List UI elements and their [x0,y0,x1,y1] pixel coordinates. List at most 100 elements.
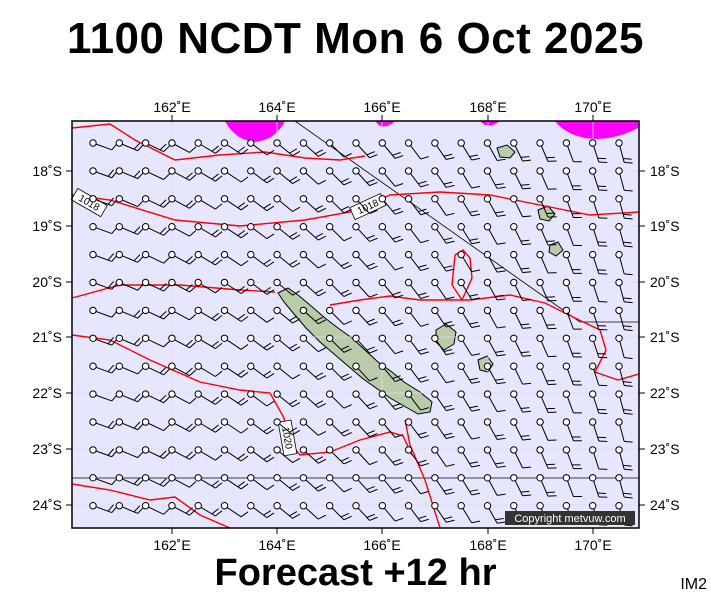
wind-barb [457,250,481,273]
wind-barb [115,306,144,319]
rain-patch [225,121,285,142]
wind-barb [615,334,633,359]
wind-barb [457,502,481,524]
wind-barb [89,474,118,486]
map-title: 1100 NCDT Mon 6 Oct 2025 [67,14,644,63]
wind-barb [115,390,144,403]
wind-barb [615,167,633,192]
wind-barb [457,223,481,245]
wind-barb [89,418,118,430]
wind-barb [194,334,223,350]
wind-barb [168,278,197,293]
lon-label: 166˚E [363,537,400,553]
wind-barb [220,250,249,267]
wind-barb [299,139,327,157]
lat-label: 19˚S [650,218,680,234]
wind-barb [115,139,144,152]
wind-barb [220,362,249,378]
wind-barb [352,278,378,298]
wind-barb [115,195,144,207]
wind-barb [352,334,378,354]
wind-barb [352,446,378,466]
lat-label: 21˚S [650,329,680,345]
wind-barb [220,418,249,434]
wind-barb [326,418,352,437]
wind-barb [141,167,171,180]
wind-barb [247,167,275,184]
wind-barb [457,306,481,328]
wind-barb [431,278,455,300]
lat-labels-right: 18˚S 19˚S 20˚S 21˚S 22˚S 23˚S 24˚S [650,163,680,513]
wind-barb [168,250,197,265]
wind-barb [378,250,404,271]
wind-barb [220,278,249,295]
wind-barb [589,418,608,442]
wind-barb [194,167,223,182]
wind-barb [431,223,455,244]
wind-barb [141,223,171,236]
wind-barb [115,223,144,235]
wind-barb [220,306,249,322]
wind-barb [562,278,582,302]
wind-barb [457,390,481,412]
wind-barb [352,502,378,521]
wind-barb [326,167,352,186]
wind-barb [431,362,455,384]
wind-barb [431,334,455,356]
wind-barb [562,334,582,358]
wind-barb [615,223,633,248]
wind-barb [326,278,352,298]
wind-barb [115,502,144,514]
wind-barb [194,474,223,489]
wind-barb [273,418,301,436]
wind-barb [194,362,223,377]
lat-label: 21˚S [32,329,62,345]
wind-barb [536,139,557,162]
wind-barb [247,250,275,267]
lat-label: 20˚S [650,274,680,290]
wind-barb [615,390,633,415]
wind-barb [141,502,171,515]
wind-barb [247,474,275,491]
wind-barb [562,390,582,414]
lon-label: 164˚E [258,99,295,115]
wind-barb [615,139,633,164]
wind-barb [141,139,171,153]
wind-barb [89,195,118,207]
wind-barb [299,334,327,353]
wind-barb [615,195,633,220]
wind-barb [194,195,223,210]
wind-barb [536,278,557,302]
wind-barb [168,502,197,516]
wind-barb [457,362,481,384]
wind-barb [326,306,352,325]
wind-barb [589,446,608,470]
wind-barb [404,474,429,495]
rain-patch [555,121,638,139]
wind-barb [247,334,275,351]
wind-barb [194,139,223,154]
wind-barb [194,390,223,405]
wind-barb [115,418,144,431]
wind-barb [615,418,633,443]
lon-label: 168˚E [469,537,506,553]
wind-barb [483,334,506,357]
wind-barb [141,334,171,348]
wind-barb [168,167,197,181]
wind-barb [115,474,144,486]
wind-barb [562,362,582,386]
wind-barb [115,334,144,347]
wind-barb [615,362,633,387]
wind-barb [352,167,378,187]
wind-barb [220,390,249,406]
wind-barb [247,390,275,407]
wind-barb [483,139,506,162]
wind-barb [168,446,197,460]
wind-barb [352,474,378,494]
wind-barb [510,334,532,357]
wind-barb [457,334,481,356]
wind-barb [510,195,532,218]
wind-barb [615,306,633,332]
wind-barb [273,474,301,491]
